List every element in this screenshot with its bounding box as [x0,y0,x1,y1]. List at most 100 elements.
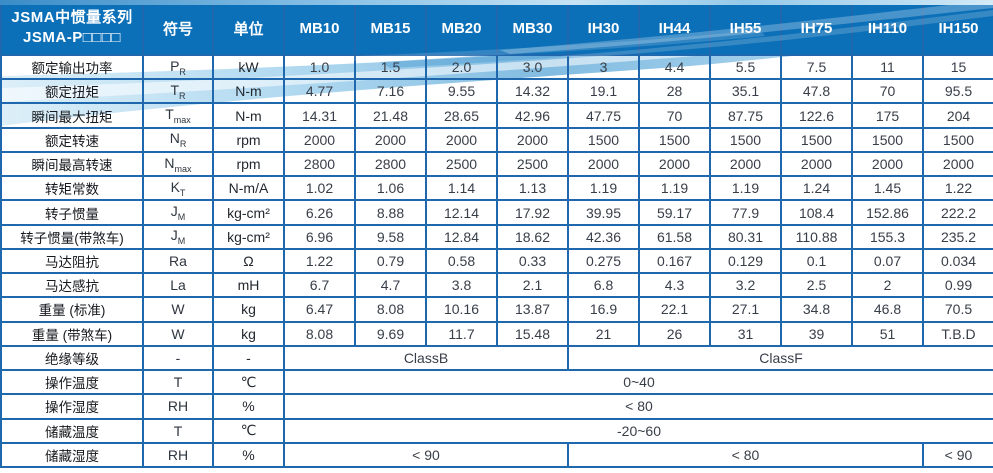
value-cell: 2 [851,272,924,299]
row-label: 马达阻抗 [0,247,144,275]
value-cell: 11 [851,53,924,81]
value-cell: 1.19 [709,175,782,202]
value-cell: 51 [851,320,924,347]
unit-cell: kW [212,53,285,81]
value-cell: 17.92 [496,199,569,226]
row-label: 储藏湿度 [0,441,144,469]
value-cell: T.B.D [922,320,993,347]
value-cell: 1500 [567,126,640,153]
symbol-cell: TR [142,78,214,105]
spec-row: 转子惯量(带煞车) JM kg-cm² 6.96 9.58 12.84 18.62 42.36… [0,223,993,250]
row-label: 额定转速 [0,126,144,153]
unit-cell: mH [212,272,285,299]
row-label: 额定输出功率 [0,53,144,81]
model-column-header: IH44 [638,0,711,56]
symbol-cell: T [142,369,214,396]
spec-row: 操作湿度 RH% < 80 [0,393,993,420]
symbol-cell: NR [142,126,214,153]
symbol-base: - [175,349,181,366]
unit-cell: ℃ [212,369,285,396]
value-cell: 155.3 [851,223,924,250]
value-cell: 1500 [922,126,993,153]
symbol-subscript: max [174,163,192,174]
value-cell: 1.22 [922,175,993,202]
value-cell: 28 [638,78,711,105]
value-cell: 2000 [354,126,427,153]
value-cell: 77.9 [709,199,782,226]
unit-cell: rpm [212,150,285,178]
value-cell: 8.88 [354,199,427,226]
unit-cell: N-m [212,102,285,129]
value-cell: 14.32 [496,78,569,105]
spec-row: 额定输出功率 PR kW 1.0 1.5 2.0 3.0 3 4.4 5.5 7.5 11 15 [0,53,993,81]
symbol-subscript: max [173,114,191,125]
spec-row: 储藏湿度 RH% < 90 < 80 < 90 [0,441,993,469]
value-cell: 2500 [425,150,498,178]
spec-row: 瞬间最高转速 Nmax rpm 2800 2800 2500 2500 2000 2000 200… [0,150,993,178]
row-label: 马达感抗 [0,272,144,299]
value-cell: 0.33 [496,247,569,275]
value-cell: 8.08 [283,320,356,347]
header-row: JSMA中惯量系列 JSMA-P□□□□ 符号 单位 MB10 MB15 MB20 M… [0,0,993,56]
value-cell: 235.2 [922,223,993,250]
value-cell: 1500 [780,126,853,153]
unit-cell: ℃ [212,417,285,444]
value-cell: 1.19 [567,175,640,202]
unit-cell: rpm [212,126,285,153]
value-cell: 70.5 [922,296,993,323]
value-cell: 1.13 [496,175,569,202]
value-cell: 2.5 [780,272,853,299]
row-label: 重量 (带煞车) [0,320,144,347]
value-cell: 1.19 [638,175,711,202]
value-cell: 2.0 [425,53,498,81]
value-cell: 175 [851,102,924,129]
symbol-cell: JM [142,199,214,226]
value-cell: 70 [638,102,711,129]
value-cell: 80.31 [709,223,782,250]
symbol-cell: Ra [142,247,214,275]
value-cell: 18.62 [496,223,569,250]
value-cell: 1.24 [780,175,853,202]
value-cell: 0.275 [567,247,640,275]
value-cell: 59.17 [638,199,711,226]
symbol-cell: RH [142,393,214,420]
series-title-line1: JSMA中惯量系列 [11,8,133,26]
symbol-base: Ra [169,252,187,269]
spec-row: 额定扭矩 TR N-m 4.77 7.16 9.55 14.32 19.1 28 35.1 47.8… [0,78,993,105]
value-cell: 1.45 [851,175,924,202]
spec-row: 马达阻抗 Ra Ω 1.22 0.79 0.58 0.33 0.275 0.167 0.129 0.… [0,247,993,275]
spec-row: 绝缘等级 - - ClassB ClassF [0,344,993,372]
value-cell: 2000 [922,150,993,178]
symbol-subscript: R [179,66,186,77]
symbol-base: La [170,277,186,294]
value-cell: 1500 [851,126,924,153]
row-label: 绝缘等级 [0,344,144,372]
symbol-column-header: 符号 [142,0,214,56]
value-cell: 2000 [567,150,640,178]
spec-row: 额定转速 NR rpm 2000 2000 2000 2000 1500 1500 1500 150… [0,126,993,153]
model-column-header: MB20 [425,0,498,56]
value-cell: 47.8 [780,78,853,105]
value-cell: 2800 [283,150,356,178]
value-cell: 2800 [354,150,427,178]
value-cell: 61.58 [638,223,711,250]
value-cell: 87.75 [709,102,782,129]
value-cell: 108.4 [780,199,853,226]
value-cell: 1.22 [283,247,356,275]
value-cell: 0.79 [354,247,427,275]
value-cell: 16.9 [567,296,640,323]
unit-cell: % [212,441,285,469]
symbol-base: K [170,178,180,195]
value-cell: -20~60 [283,417,993,444]
model-column-header: MB10 [283,0,356,56]
row-label: 转子惯量(带煞车) [0,223,144,250]
symbol-cell: La [142,272,214,299]
symbol-base: N [164,154,175,171]
value-cell: 152.86 [851,199,924,226]
value-cell: 11.7 [425,320,498,347]
series-title-line2: JSMA-P□□□□ [23,29,121,46]
symbol-base: W [171,325,185,342]
